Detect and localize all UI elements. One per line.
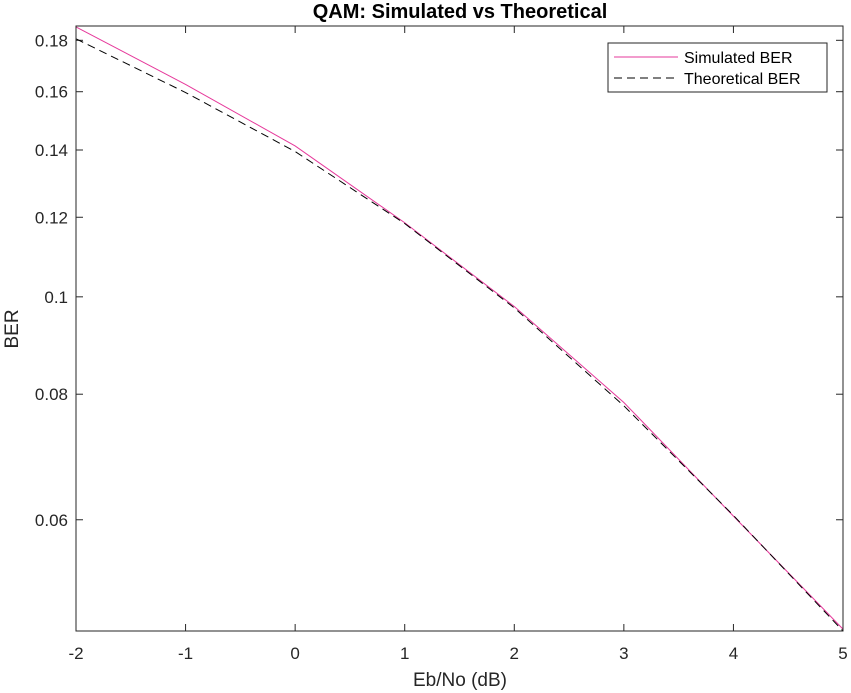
x-tick-label: 0 bbox=[290, 644, 299, 663]
series-line-0 bbox=[75, 26, 844, 630]
y-tick-label: 0.16 bbox=[35, 83, 68, 102]
y-tick-label: 0.08 bbox=[35, 385, 68, 404]
y-tick-label: 0.12 bbox=[35, 208, 68, 227]
x-tick-label: 1 bbox=[400, 644, 409, 663]
legend-box bbox=[607, 42, 828, 93]
x-axis-label: Eb/No (dB) bbox=[413, 670, 507, 691]
x-tick-label: 2 bbox=[510, 644, 519, 663]
y-tick-label: 0.14 bbox=[35, 141, 68, 160]
series-line-1 bbox=[75, 38, 844, 632]
legend: Simulated BER Theoretical BER bbox=[607, 42, 828, 93]
x-tick-label: 4 bbox=[729, 644, 738, 663]
series-layer bbox=[75, 26, 844, 632]
axes-box bbox=[75, 25, 844, 632]
legend-theoretical-label: Theoretical BER bbox=[684, 71, 801, 88]
axis-ticks: -2 -1 0 1 2 3 4 5 0.06 0.08 0.1 0.12 0.14 0.16 0.18 bbox=[35, 26, 848, 663]
chart-title: QAM: Simulated vs Theoretical bbox=[313, 1, 608, 23]
legend-simulated-label: Simulated BER bbox=[684, 50, 793, 67]
x-tick-label: -2 bbox=[68, 644, 83, 663]
x-tick-label: 3 bbox=[619, 644, 628, 663]
x-tick-label: 5 bbox=[838, 644, 847, 663]
y-tick-label: 0.06 bbox=[35, 511, 68, 530]
y-tick-label: 0.1 bbox=[44, 288, 68, 307]
x-tick-label: -1 bbox=[178, 644, 193, 663]
y-tick-label: 0.18 bbox=[35, 31, 68, 50]
y-axis-label: BER bbox=[2, 309, 23, 348]
